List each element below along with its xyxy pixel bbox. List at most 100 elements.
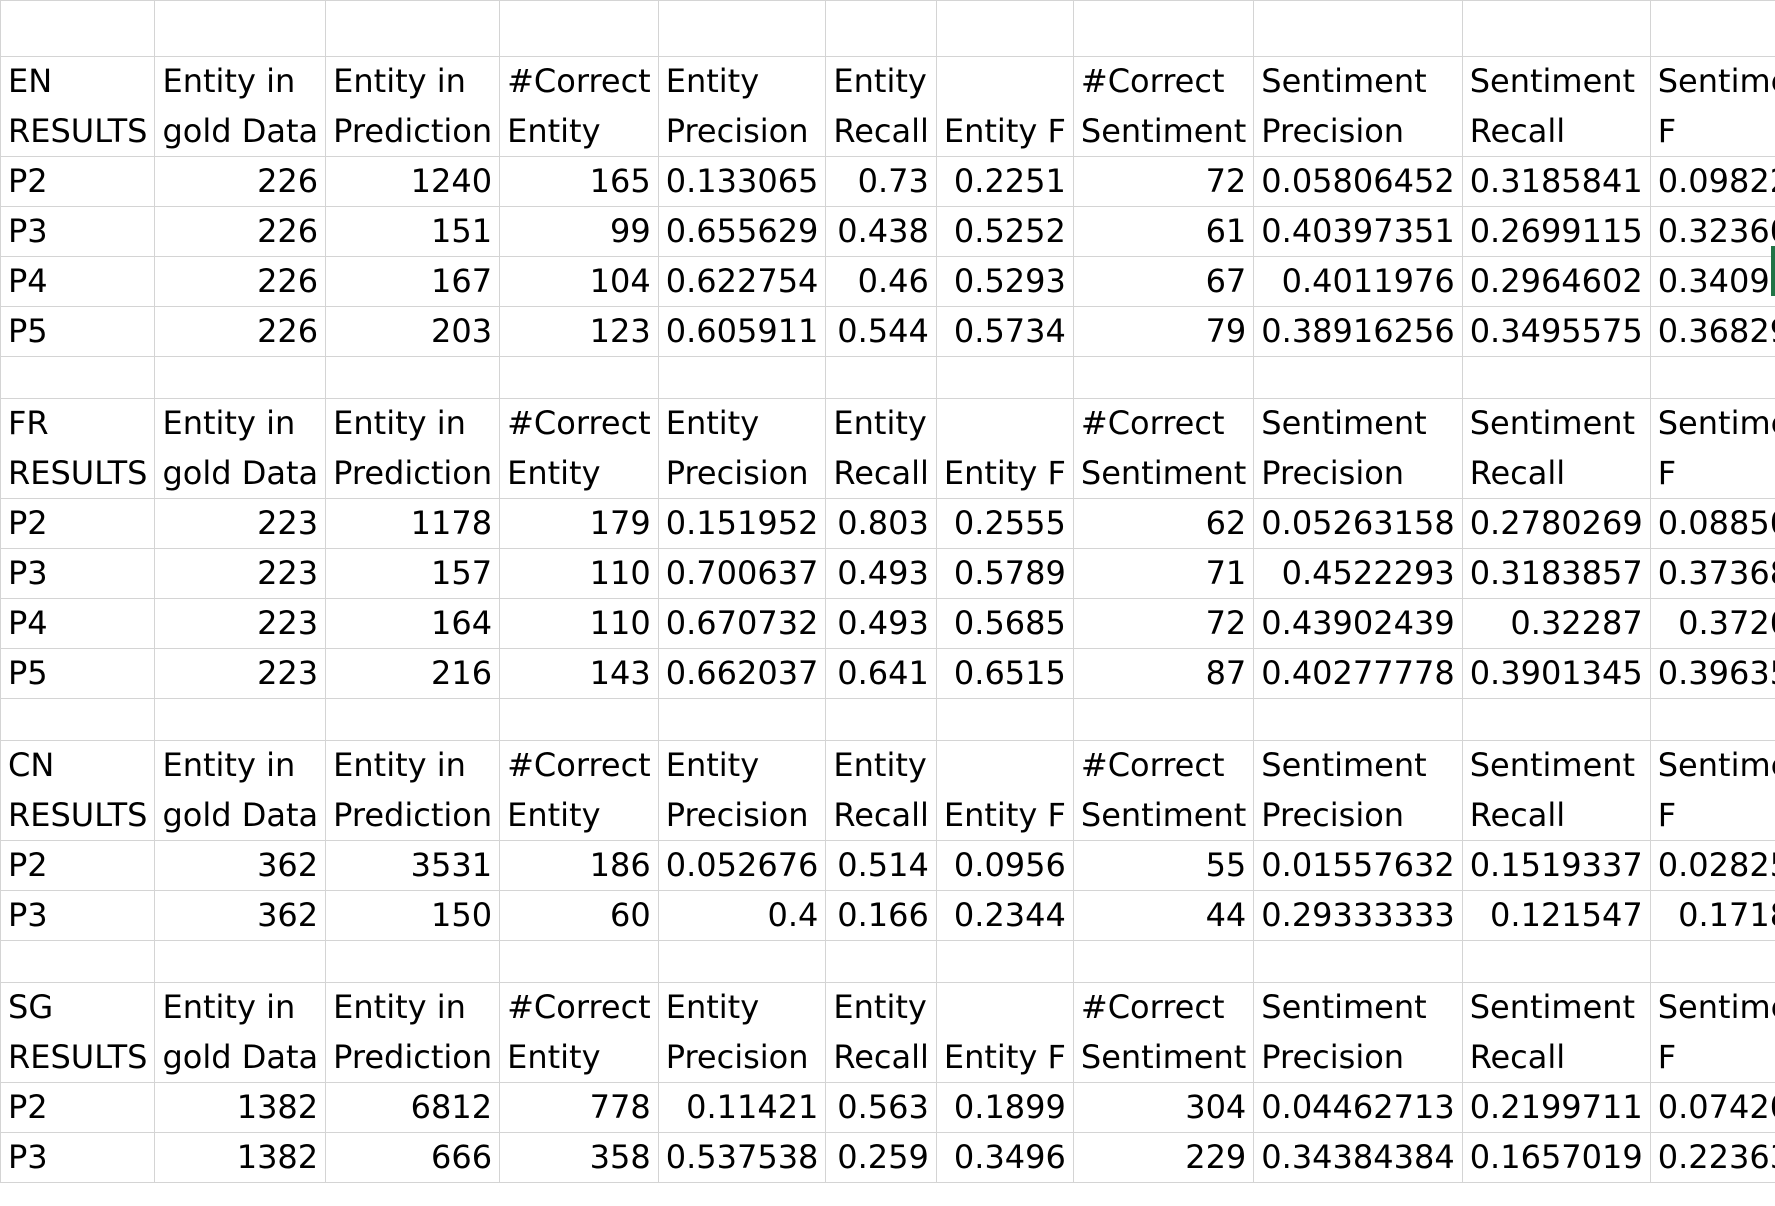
empty-cell[interactable] — [935, 0, 1074, 57]
header-cell[interactable]: Sentiment Precision — [1253, 398, 1463, 499]
value-cell[interactable]: 72 — [1072, 156, 1255, 207]
row-label-cell[interactable]: P3 — [0, 1132, 156, 1183]
value-cell[interactable]: 362 — [154, 890, 327, 941]
header-cell[interactable]: Entity in gold Data — [154, 982, 327, 1083]
header-cell[interactable]: #Correct Entity — [499, 740, 659, 841]
value-cell[interactable]: 167 — [325, 256, 501, 307]
value-cell[interactable]: 72 — [1072, 598, 1255, 649]
value-cell[interactable]: 0.2344 — [935, 890, 1074, 941]
empty-cell[interactable] — [935, 940, 1074, 983]
header-cell[interactable]: Entity in Prediction — [325, 982, 501, 1083]
header-cell[interactable]: Sentiment Precision — [1253, 740, 1463, 841]
value-cell[interactable]: 0.259 — [825, 1132, 937, 1183]
value-cell[interactable]: 186 — [499, 840, 659, 891]
value-cell[interactable]: 6812 — [325, 1082, 501, 1133]
empty-cell[interactable] — [154, 940, 327, 983]
header-cell[interactable]: #Correct Sentiment — [1072, 740, 1255, 841]
value-cell[interactable]: 0.40277778 — [1253, 648, 1463, 699]
value-cell[interactable]: 0.0982265 — [1649, 156, 1775, 207]
header-cell[interactable]: #Correct Sentiment — [1072, 398, 1255, 499]
value-cell[interactable]: 79 — [1072, 306, 1255, 357]
value-cell[interactable]: 87 — [1072, 648, 1255, 699]
value-cell[interactable]: 0.514 — [825, 840, 937, 891]
value-cell[interactable]: 179 — [499, 498, 659, 549]
value-cell[interactable]: 0.2236328 — [1649, 1132, 1775, 1183]
empty-cell[interactable] — [657, 356, 827, 399]
row-label-cell[interactable]: P2 — [0, 498, 156, 549]
value-cell[interactable]: 0.171875 — [1649, 890, 1775, 941]
empty-cell[interactable] — [1072, 0, 1255, 57]
row-label-cell[interactable]: P3 — [0, 548, 156, 599]
value-cell[interactable]: 0.372093 — [1649, 598, 1775, 649]
value-cell[interactable]: 164 — [325, 598, 501, 649]
row-label-cell[interactable]: P4 — [0, 256, 156, 307]
value-cell[interactable]: 0.5734 — [935, 306, 1074, 357]
header-cell[interactable]: Sentiment Recall — [1461, 56, 1651, 157]
value-cell[interactable]: 62 — [1072, 498, 1255, 549]
empty-cell[interactable] — [499, 940, 659, 983]
header-cell[interactable]: Entity F — [935, 398, 1074, 499]
empty-cell[interactable] — [1461, 0, 1651, 57]
value-cell[interactable]: 0.38916256 — [1253, 306, 1463, 357]
value-cell[interactable]: 0.2964602 — [1461, 256, 1651, 307]
value-cell[interactable]: 223 — [154, 548, 327, 599]
empty-cell[interactable] — [499, 356, 659, 399]
empty-cell[interactable] — [825, 940, 937, 983]
empty-cell[interactable] — [1072, 698, 1255, 741]
value-cell[interactable]: 0.1657019 — [1461, 1132, 1651, 1183]
value-cell[interactable]: 67 — [1072, 256, 1255, 307]
empty-cell[interactable] — [1649, 356, 1775, 399]
value-cell[interactable]: 0.2699115 — [1461, 206, 1651, 257]
empty-cell[interactable] — [1253, 356, 1463, 399]
header-cell[interactable]: EN RESULTS — [0, 56, 156, 157]
header-cell[interactable]: Entity Recall — [825, 740, 937, 841]
value-cell[interactable]: 0.0885082 — [1649, 498, 1775, 549]
empty-cell[interactable] — [657, 940, 827, 983]
header-cell[interactable]: Entity Precision — [657, 398, 827, 499]
value-cell[interactable]: 157 — [325, 548, 501, 599]
empty-cell[interactable] — [325, 698, 501, 741]
value-cell[interactable]: 0.5789 — [935, 548, 1074, 599]
value-cell[interactable]: 0.43902439 — [1253, 598, 1463, 649]
header-cell[interactable]: CN RESULTS — [0, 740, 156, 841]
header-cell[interactable]: #Correct Entity — [499, 398, 659, 499]
header-cell[interactable]: SG RESULTS — [0, 982, 156, 1083]
header-cell[interactable]: Entity in Prediction — [325, 56, 501, 157]
header-cell[interactable]: Sentiment F — [1649, 982, 1775, 1083]
value-cell[interactable]: 0.5293 — [935, 256, 1074, 307]
value-cell[interactable]: 0.6515 — [935, 648, 1074, 699]
header-cell[interactable]: #Correct Sentiment — [1072, 982, 1255, 1083]
value-cell[interactable]: 0.1899 — [935, 1082, 1074, 1133]
value-cell[interactable]: 0.3185841 — [1461, 156, 1651, 207]
empty-cell[interactable] — [1649, 0, 1775, 57]
value-cell[interactable]: 0.544 — [825, 306, 937, 357]
value-cell[interactable]: 229 — [1072, 1132, 1255, 1183]
empty-cell[interactable] — [154, 698, 327, 741]
value-cell[interactable]: 203 — [325, 306, 501, 357]
value-cell[interactable]: 0.4011976 — [1253, 256, 1463, 307]
value-cell[interactable]: 0.01557632 — [1253, 840, 1463, 891]
value-cell[interactable]: 0.4 — [657, 890, 827, 941]
empty-cell[interactable] — [935, 356, 1074, 399]
header-cell[interactable]: Sentiment Precision — [1253, 982, 1463, 1083]
value-cell[interactable]: 0.662037 — [657, 648, 827, 699]
value-cell[interactable]: 223 — [154, 648, 327, 699]
header-cell[interactable]: Entity Recall — [825, 398, 937, 499]
value-cell[interactable]: 0.3495575 — [1461, 306, 1651, 357]
value-cell[interactable]: 0.3409669 — [1649, 256, 1775, 307]
row-label-cell[interactable]: P5 — [0, 648, 156, 699]
row-label-cell[interactable]: P4 — [0, 598, 156, 649]
value-cell[interactable]: 0.0956 — [935, 840, 1074, 891]
empty-cell[interactable] — [325, 356, 501, 399]
empty-cell[interactable] — [499, 0, 659, 57]
value-cell[interactable]: 61 — [1072, 206, 1255, 257]
empty-cell[interactable] — [825, 356, 937, 399]
header-cell[interactable]: Entity Recall — [825, 56, 937, 157]
value-cell[interactable]: 0.2780269 — [1461, 498, 1651, 549]
header-cell[interactable]: Sentiment Recall — [1461, 982, 1651, 1083]
header-cell[interactable]: Entity F — [935, 982, 1074, 1083]
header-cell[interactable]: Sentiment F — [1649, 740, 1775, 841]
empty-cell[interactable] — [1649, 698, 1775, 741]
value-cell[interactable]: 44 — [1072, 890, 1255, 941]
value-cell[interactable]: 0.493 — [825, 598, 937, 649]
